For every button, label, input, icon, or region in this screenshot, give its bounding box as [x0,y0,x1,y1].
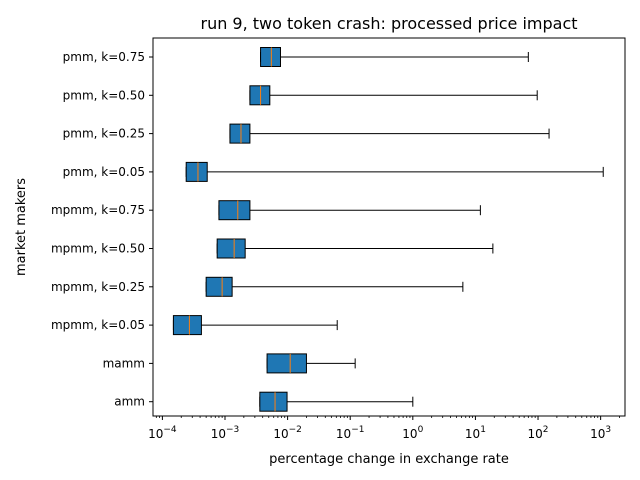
box [266,353,307,374]
x-tick-base: 10 [590,427,605,441]
chart-title: run 9, two token crash: processed price … [200,14,577,33]
y-tick-label: mamm [103,356,145,370]
box [205,276,233,297]
x-tick-base: 10 [528,427,543,441]
y-axis-label: market makers [14,178,29,276]
box-group [260,47,529,67]
box [229,123,251,144]
plot-frame [152,37,626,417]
x-axis-ticks: 10−4 10−3 10−2 10−1 100 101 102 103 [148,416,620,441]
box-group [216,238,494,259]
x-tick-label: 100 [402,425,423,441]
y-tick-label: mpmm, k=0.05 [51,318,145,332]
x-tick-exponent: −1 [351,425,364,435]
x-tick-exponent: −2 [289,425,302,435]
box [172,315,202,336]
x-tick-base: 10 [402,427,417,441]
y-tick-label: mpmm, k=0.25 [51,280,145,294]
x-tick-exponent: 2 [543,425,549,435]
box-group [205,276,464,297]
box-group [218,200,481,221]
x-tick-base: 10 [465,427,480,441]
box [259,391,288,412]
plot-area [172,47,604,412]
y-tick-label: mpmm, k=0.75 [51,203,145,217]
x-tick-label: 101 [465,425,486,441]
y-tick-label: pmm, k=0.50 [63,88,145,102]
box-group [249,85,538,106]
x-tick-exponent: −3 [226,425,239,435]
box [260,47,281,67]
box [249,85,271,106]
x-tick-base: 10 [273,427,288,441]
y-tick-label: mpmm, k=0.50 [51,242,145,256]
box-group [172,315,338,336]
x-tick-label: 102 [528,425,549,441]
x-tick-exponent: 1 [480,425,486,435]
y-axis-ticks: pmm, k=0.75 pmm, k=0.50 pmm, k=0.25 pmm, k=… [51,50,153,409]
y-tick-label: pmm, k=0.25 [63,127,145,141]
x-tick-label: 103 [590,425,611,441]
x-tick-base: 10 [148,427,163,441]
x-tick-exponent: −4 [163,425,177,435]
y-tick-label: pmm, k=0.05 [63,165,145,179]
x-tick-label: 10−3 [211,425,240,441]
box [216,238,246,259]
box [185,161,208,182]
x-tick-base: 10 [336,427,351,441]
box-group [266,353,356,374]
y-tick-label: pmm, k=0.75 [63,50,145,64]
y-tick-label: amm [114,395,145,409]
x-tick-label: 10−2 [273,425,302,441]
x-tick-label: 10−1 [336,425,365,441]
x-tick-label: 10−4 [148,425,177,441]
x-axis-label: percentage change in exchange rate [269,452,509,467]
x-tick-exponent: 3 [605,425,611,435]
x-tick-base: 10 [211,427,226,441]
box-group [259,391,414,412]
box-group [229,123,550,144]
x-tick-exponent: 0 [418,425,424,435]
box-group [185,161,604,182]
box [218,200,251,221]
